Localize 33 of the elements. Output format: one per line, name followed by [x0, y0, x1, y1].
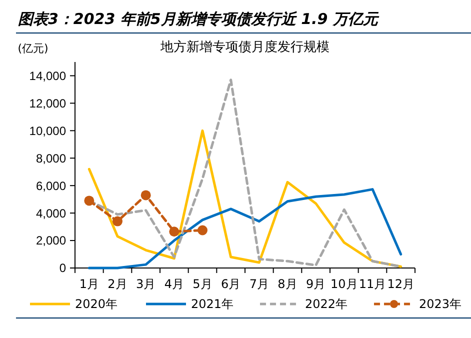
x-tick-label: 6月	[221, 277, 241, 291]
point	[140, 190, 151, 200]
chart-title: 图表3：2023 年前5月新增专项债发行近 1.9 万亿元	[18, 10, 380, 28]
y-tick-label: 8,000	[36, 151, 66, 166]
x-tick-label: 5月	[192, 277, 212, 291]
y-tick-label: 6,000	[36, 178, 66, 193]
x-tick-label: 12月	[387, 277, 414, 291]
point	[112, 216, 122, 226]
legend-label: 2022年	[305, 297, 348, 312]
x-tick-label: 1月	[79, 277, 99, 291]
x-tick-label: 7月	[249, 277, 269, 291]
y-tick-label: 4,000	[36, 206, 66, 220]
y-tick-label: 14,000	[29, 68, 66, 83]
y-tick-label: 12,000	[29, 96, 66, 110]
x-tick-label: 8月	[278, 277, 298, 291]
point	[84, 196, 94, 206]
x-tick-label: 4月	[164, 277, 184, 291]
x-tick-label: 9月	[306, 277, 326, 291]
legend-label: 2020年	[75, 297, 118, 312]
legend-label: 2021年	[191, 297, 234, 312]
x-tick-label: 11月	[358, 277, 386, 291]
legend-label: 2023年	[419, 297, 462, 312]
point	[198, 225, 208, 236]
x-tick-label: 2月	[108, 277, 128, 291]
y-tick-label: 10,000	[29, 124, 66, 138]
x-tick-label: 3月	[136, 277, 156, 291]
point	[169, 226, 180, 237]
chart-subtitle: 地方新增专项债月度发行规模	[160, 39, 330, 55]
line-series	[88, 188, 402, 270]
y-tick-label: 2,000	[36, 234, 66, 248]
x-tick-label: 10月	[330, 277, 358, 291]
y-axis-title: (亿元)	[18, 42, 48, 55]
y-tick-label: 0	[59, 261, 66, 276]
